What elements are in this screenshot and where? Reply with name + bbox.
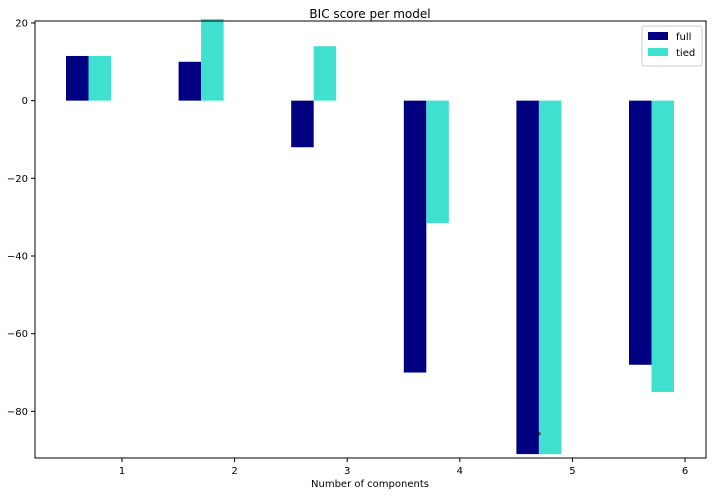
y-tick-label: 20 xyxy=(15,18,28,29)
x-tick-label: 6 xyxy=(682,466,688,477)
y-tick-label: 0 xyxy=(22,96,28,107)
x-tick-label: 3 xyxy=(344,466,350,477)
bar-tied-6 xyxy=(651,100,674,392)
x-axis: 1 2 3 4 5 6 xyxy=(119,458,688,477)
x-tick-label: 1 xyxy=(119,466,125,477)
bar-tied-3 xyxy=(313,46,337,101)
chart-title: BIC score per model xyxy=(309,7,430,21)
legend-label-full: full xyxy=(676,32,691,43)
bar-full-1 xyxy=(66,55,89,101)
plot-frame xyxy=(34,20,707,459)
legend-swatch-tied xyxy=(648,48,668,56)
y-tick-label: −60 xyxy=(7,329,28,340)
legend-swatch-full xyxy=(648,32,668,40)
legend-label-tied: tied xyxy=(676,48,695,59)
y-tick-label: −40 xyxy=(7,252,28,263)
y-axis: 20 0 −20 −40 −60 −80 xyxy=(7,18,35,418)
x-tick-label: 4 xyxy=(457,466,463,477)
best-model-marker: * xyxy=(536,431,541,442)
legend: full tied xyxy=(641,25,703,67)
bar-full-5 xyxy=(516,100,539,455)
annotation: * xyxy=(536,431,541,442)
bar-full-4 xyxy=(403,100,427,373)
bar-tied-1 xyxy=(88,55,111,101)
y-tick-label: −80 xyxy=(7,407,28,418)
bar-full-2 xyxy=(178,61,202,101)
bar-tied-2 xyxy=(201,19,224,101)
bar-full-6 xyxy=(629,100,652,365)
bar-full-3 xyxy=(291,100,314,148)
bar-tied-4 xyxy=(426,100,449,223)
x-axis-label: Number of components xyxy=(311,479,429,490)
bar-tied-5 xyxy=(538,100,562,455)
bars-group xyxy=(66,19,674,455)
x-tick-label: 2 xyxy=(231,466,237,477)
y-tick-label: −20 xyxy=(7,174,28,185)
x-tick-label: 5 xyxy=(569,466,575,477)
